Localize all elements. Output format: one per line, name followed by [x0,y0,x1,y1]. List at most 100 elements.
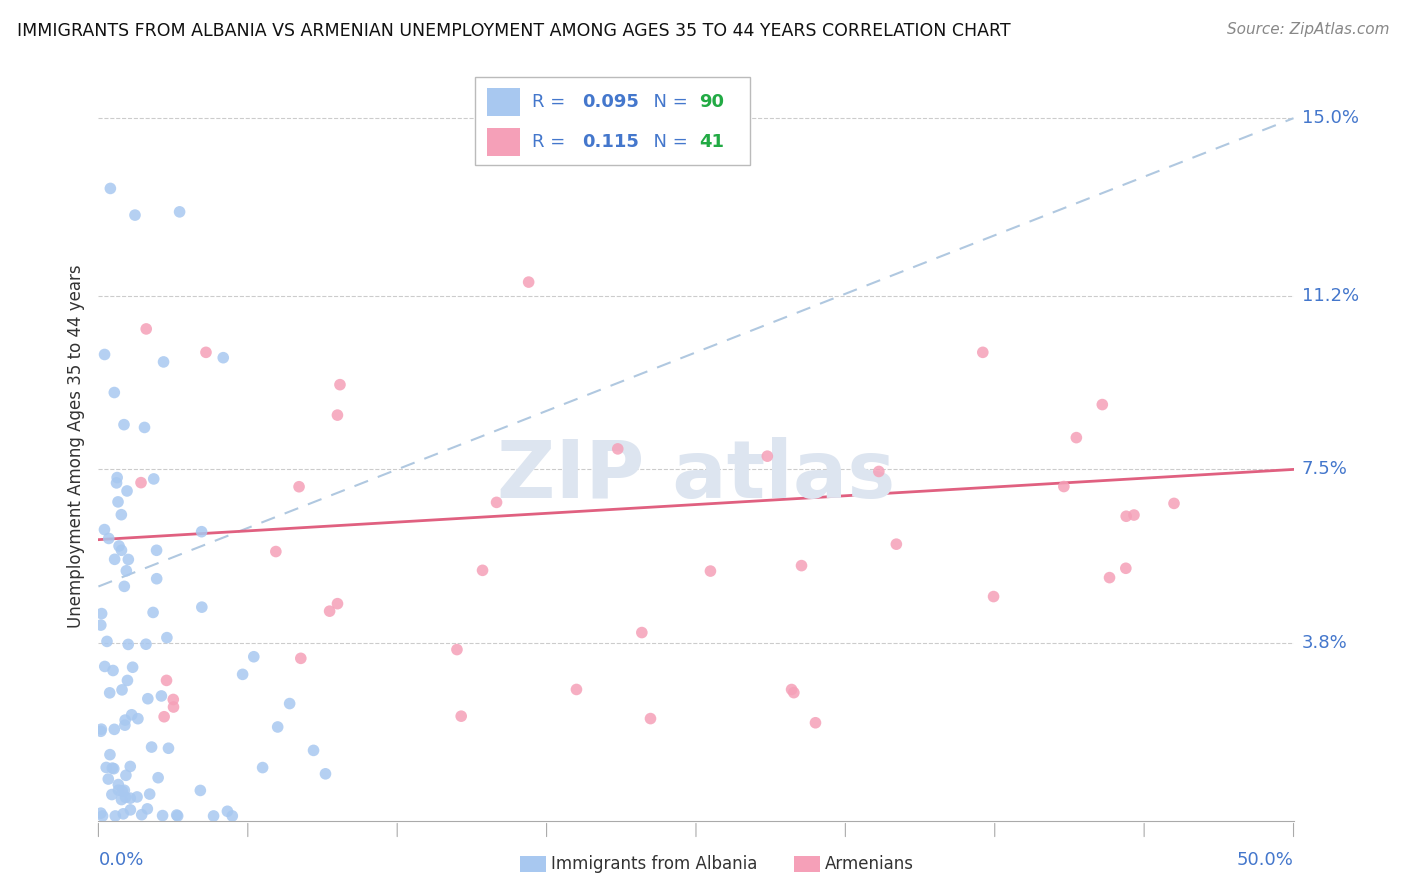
Point [120,803,142,817]
Point [152,355,174,369]
Point [221,809,243,823]
Point [115,564,138,578]
Point [212,351,235,365]
Point [90,806,112,821]
Point [104,809,127,823]
Point [112,579,135,593]
Point [1163,496,1185,510]
Point [101,664,124,678]
Point [110,792,132,806]
Point [318,604,340,618]
Point [136,691,159,706]
Point [110,543,132,558]
Point [972,345,994,359]
Point [134,420,156,434]
Point [145,543,167,558]
Point [103,762,125,776]
Point [105,470,128,484]
Point [114,713,136,727]
Point [114,790,136,805]
Point [90,724,112,739]
Point [98,686,121,700]
Point [471,563,494,577]
Bar [486,87,520,116]
Point [107,495,129,509]
Point [111,784,134,798]
Point [202,809,225,823]
Point [190,524,212,539]
Text: 0.0%: 0.0% [98,851,143,869]
Point [108,539,131,553]
Point [630,625,652,640]
Point [117,673,139,688]
Point [135,322,157,336]
Point [232,667,254,681]
Text: ZIP atlas: ZIP atlas [496,437,896,515]
Point [97,772,120,786]
Point [104,552,127,566]
Point [131,807,153,822]
Point [141,740,163,755]
Text: 0.115: 0.115 [582,133,640,151]
Point [886,537,908,551]
Point [1091,398,1114,412]
Point [121,660,143,674]
Point [153,710,176,724]
Point [302,743,325,757]
Text: Armenians: Armenians [825,855,914,873]
Point [868,465,890,479]
Point [606,442,628,456]
Text: Source: ZipAtlas.com: Source: ZipAtlas.com [1226,22,1389,37]
Point [94,659,117,673]
Point [252,761,274,775]
Point [264,544,287,558]
Point [125,789,148,804]
Point [1115,561,1137,575]
Point [146,771,169,785]
Point [243,649,266,664]
Point [278,697,301,711]
Point [699,564,721,578]
Point [90,722,112,736]
Point [565,682,588,697]
Point [150,689,173,703]
Point [91,809,114,823]
Point [117,637,139,651]
Point [162,692,184,706]
Point [166,808,188,822]
Point [517,275,540,289]
Point [191,600,214,615]
Point [107,778,129,792]
Text: R =: R = [533,133,576,151]
Point [124,208,146,222]
Point [121,707,143,722]
Point [1123,508,1146,522]
Point [783,686,806,700]
Point [315,767,337,781]
Text: 50.0%: 50.0% [1237,851,1294,869]
Point [195,345,218,359]
Point [136,802,159,816]
Point [101,761,124,775]
Text: N =: N = [643,93,693,112]
Text: R =: R = [533,93,571,112]
Point [640,712,662,726]
Point [267,720,290,734]
Point [326,408,349,422]
Point [93,347,115,361]
Point [156,631,179,645]
Text: 11.2%: 11.2% [1302,287,1360,305]
Text: 41: 41 [700,133,724,151]
Point [135,637,157,651]
Point [101,788,124,802]
Point [120,759,142,773]
Point [804,715,827,730]
Point [98,181,122,195]
Text: Immigrants from Albania: Immigrants from Albania [551,855,758,873]
Point [96,760,118,774]
Point [169,204,191,219]
Point [111,682,134,697]
Point [115,483,138,498]
Point [1098,571,1121,585]
Point [142,472,165,486]
